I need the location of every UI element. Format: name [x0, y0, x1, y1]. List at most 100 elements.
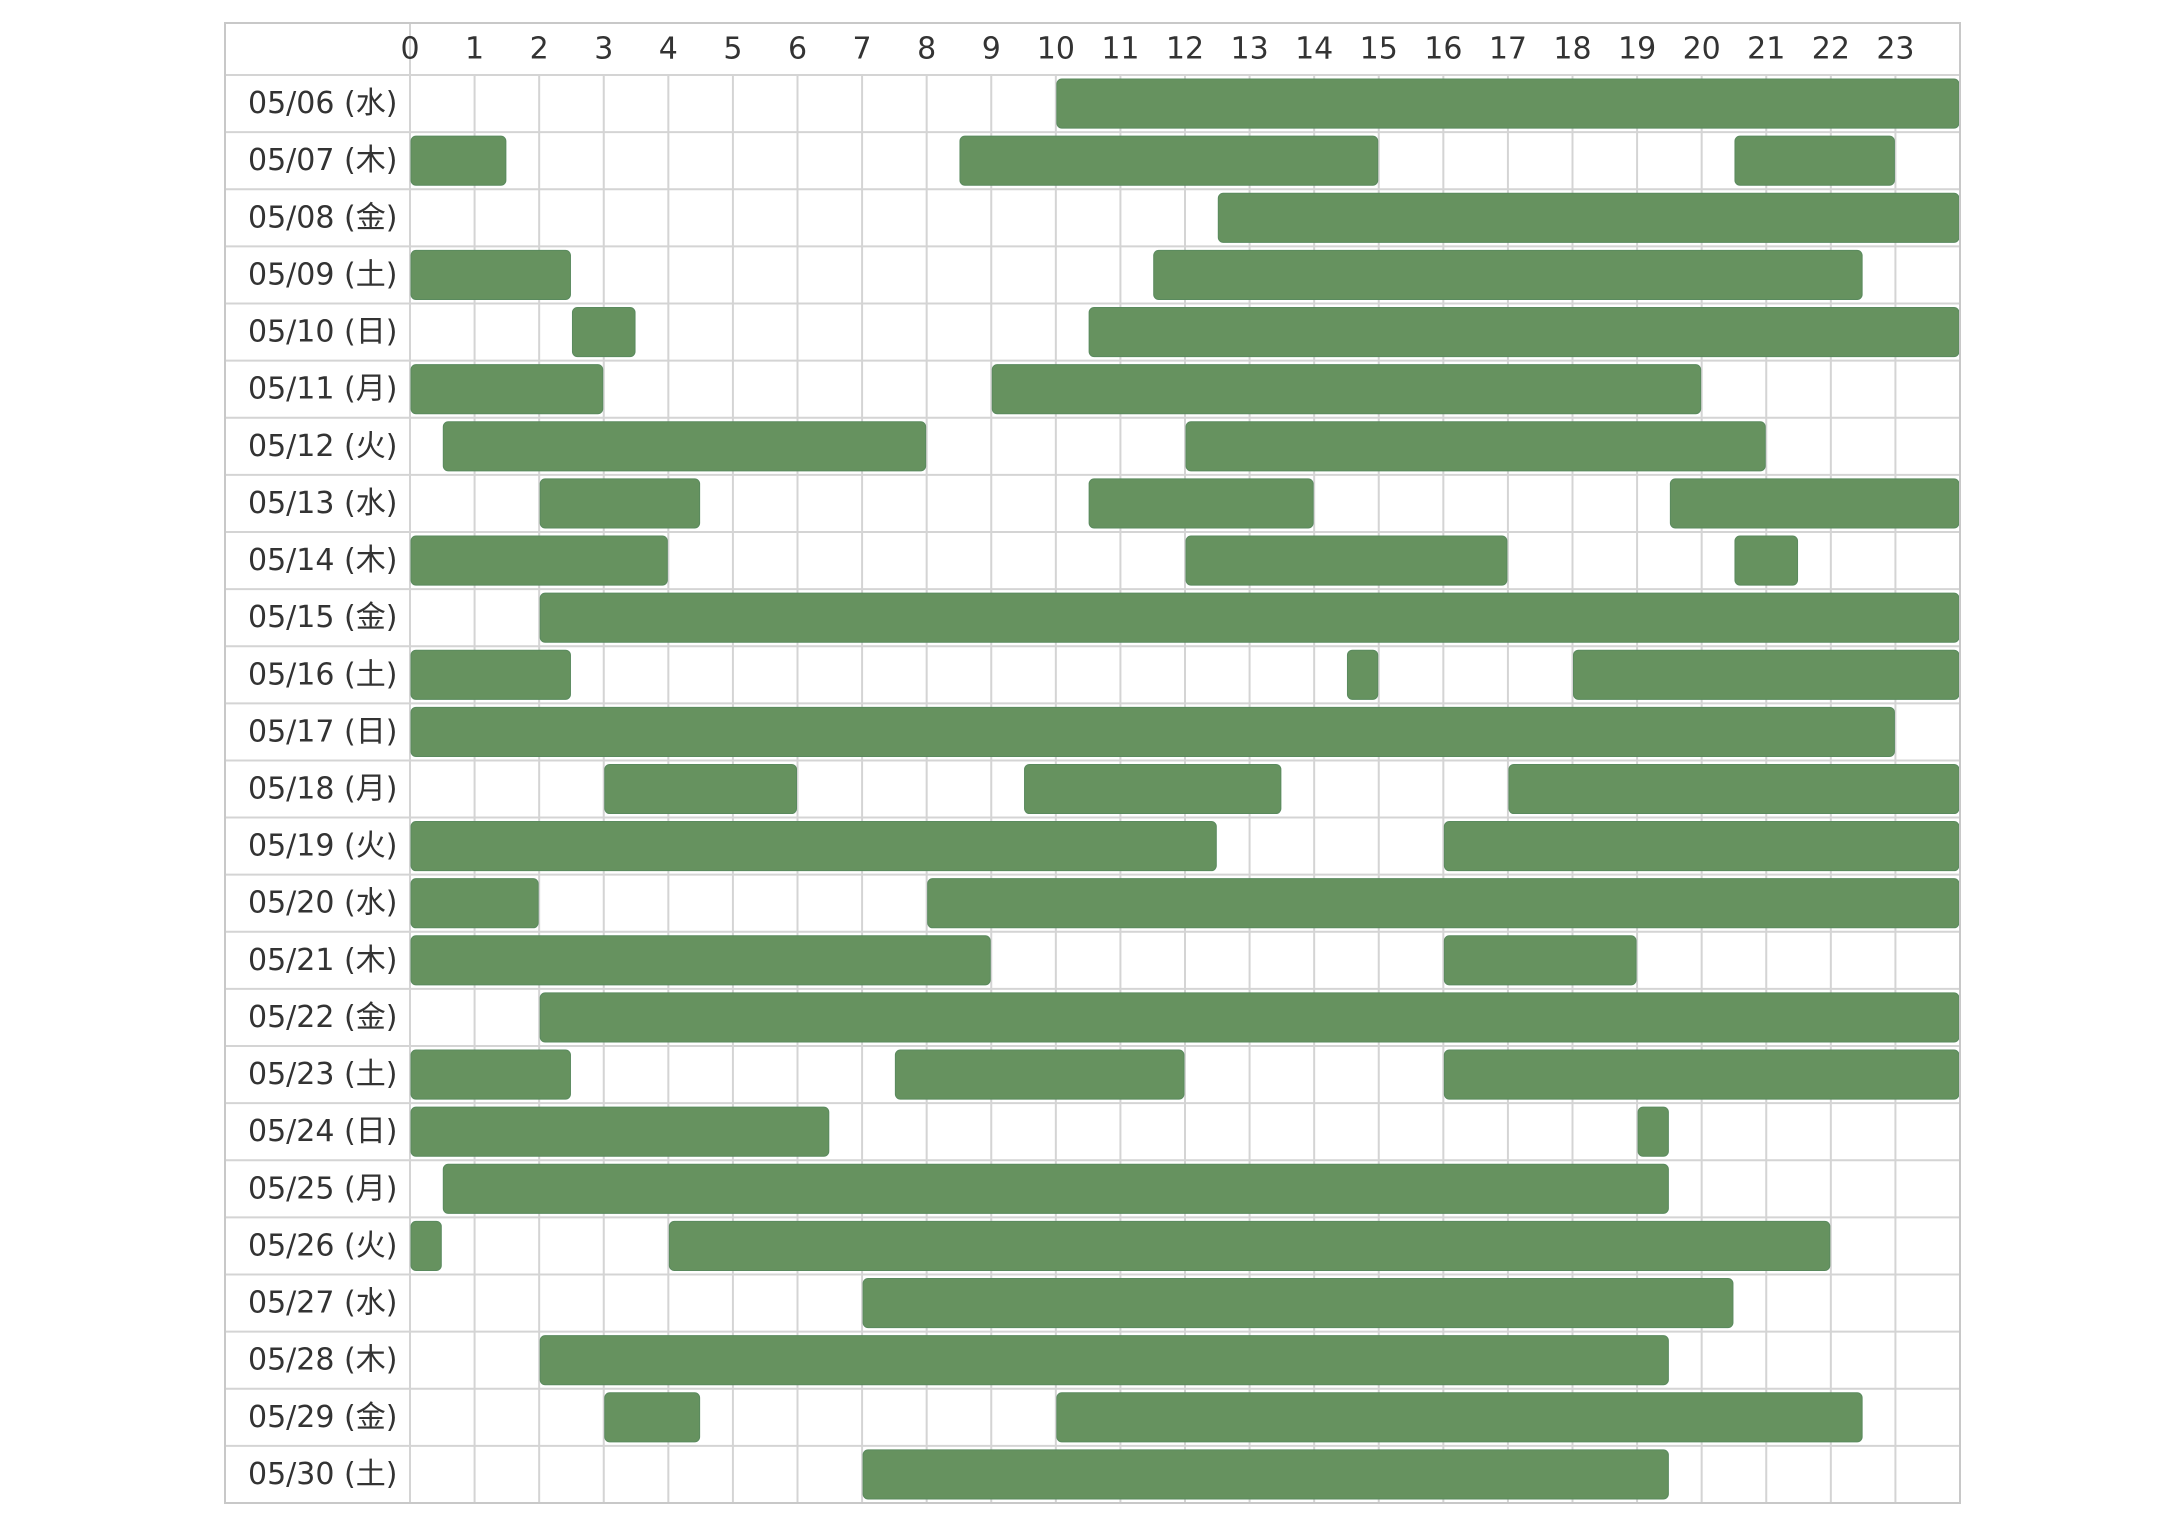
activity-bar	[1185, 535, 1508, 586]
activity-bar	[539, 1335, 1669, 1386]
activity-bar	[410, 1049, 571, 1100]
activity-bar	[1443, 821, 1960, 872]
hour-tick-label: 21	[1747, 32, 1785, 67]
activity-bar	[410, 249, 571, 300]
day-label: 05/20 (水)	[248, 886, 397, 921]
activity-bar	[410, 821, 1217, 872]
activity-bar	[1346, 649, 1379, 700]
day-label: 05/10 (日)	[248, 315, 397, 350]
activity-bar	[442, 421, 927, 472]
day-label: 05/27 (水)	[248, 1286, 397, 1321]
activity-bar	[539, 992, 1960, 1043]
activity-bar	[894, 1049, 1185, 1100]
day-label: 05/14 (木)	[248, 543, 397, 578]
hour-tick-label: 22	[1812, 32, 1850, 67]
activity-bar	[410, 1220, 442, 1272]
activity-bar	[1637, 1106, 1669, 1157]
activity-bar	[991, 364, 1702, 415]
activity-bar	[1573, 649, 1960, 700]
activity-bar	[410, 535, 668, 586]
activity-bar	[1669, 478, 1960, 529]
activity-bar	[862, 1278, 1734, 1329]
hour-tick-label: 14	[1295, 32, 1333, 67]
activity-bar	[410, 1106, 830, 1157]
activity-bar	[604, 763, 797, 815]
activity-bar	[539, 592, 1960, 643]
activity-bar	[1056, 1392, 1863, 1443]
hour-tick-label: 15	[1360, 32, 1398, 67]
activity-bar	[604, 1392, 701, 1443]
day-label: 05/07 (木)	[248, 143, 397, 178]
activity-bar	[1153, 249, 1863, 300]
activity-bar	[959, 135, 1379, 186]
chart-frame	[224, 22, 1961, 1504]
activity-bar	[1217, 192, 1960, 243]
activity-bar	[1443, 1049, 1960, 1100]
hour-tick-label: 17	[1489, 32, 1527, 67]
hour-tick-label: 2	[530, 32, 549, 67]
hour-tick-label: 1	[465, 32, 484, 67]
activity-bar	[410, 706, 1895, 757]
hour-tick-label: 4	[659, 32, 678, 67]
day-label: 05/11 (月)	[248, 372, 397, 407]
day-label: 05/16 (土)	[248, 657, 397, 692]
activity-bar	[1734, 535, 1799, 586]
activity-bars	[410, 78, 1960, 1500]
hour-tick-label: 16	[1424, 32, 1462, 67]
day-label: 05/30 (土)	[248, 1457, 397, 1492]
activity-bar	[571, 306, 636, 358]
day-label: 05/22 (金)	[248, 1000, 397, 1035]
hour-tick-label: 12	[1166, 32, 1204, 67]
hour-tick-label: 11	[1101, 32, 1139, 67]
day-label: 05/25 (月)	[248, 1171, 397, 1206]
activity-bar	[410, 935, 991, 986]
hour-tick-label: 8	[917, 32, 936, 67]
hour-tick-label: 0	[400, 32, 419, 67]
activity-bar	[1508, 763, 1960, 815]
activity-bar	[862, 1449, 1669, 1500]
activity-bar	[539, 478, 701, 529]
day-label: 05/26 (火)	[248, 1228, 397, 1263]
hour-tick-label: 20	[1683, 32, 1721, 67]
activity-bar	[1185, 421, 1766, 472]
day-label: 05/09 (土)	[248, 257, 397, 292]
hour-tick-label: 23	[1876, 32, 1914, 67]
hour-tick-label: 13	[1230, 32, 1268, 67]
activity-bar	[927, 878, 1960, 929]
activity-bar	[410, 649, 571, 700]
day-axis: 05/06 (水) 05/07 (木) 05/08 (金) 05/09 (土) 05/1…	[248, 86, 397, 1492]
hour-tick-label: 6	[788, 32, 807, 67]
activity-bar	[1088, 306, 1960, 358]
activity-bar	[442, 1163, 1669, 1214]
hour-axis: 0 1 2 3 4 5 6 7 8 9 10 11 12 13 14 15 16 17 18 19 20 21 22 23	[400, 32, 1914, 67]
day-label: 05/08 (金)	[248, 200, 397, 235]
day-label: 05/23 (土)	[248, 1057, 397, 1092]
activity-bar	[1024, 763, 1282, 815]
hour-tick-label: 5	[723, 32, 742, 67]
day-label: 05/15 (金)	[248, 600, 397, 635]
activity-bar	[1443, 935, 1637, 986]
hour-tick-label: 7	[853, 32, 872, 67]
hour-tick-label: 9	[982, 32, 1001, 67]
day-label: 05/21 (木)	[248, 943, 397, 978]
activity-bar	[410, 364, 604, 415]
hour-tick-label: 3	[594, 32, 613, 67]
day-label: 05/19 (火)	[248, 829, 397, 864]
day-label: 05/24 (日)	[248, 1114, 397, 1149]
day-label: 05/28 (木)	[248, 1343, 397, 1378]
hour-tick-label: 10	[1037, 32, 1075, 67]
hour-tick-label: 19	[1618, 32, 1656, 67]
day-label: 05/18 (月)	[248, 772, 397, 807]
activity-bar	[1056, 78, 1960, 129]
activity-bar	[1088, 478, 1314, 529]
activity-bar	[410, 878, 539, 929]
activity-bar	[668, 1220, 1831, 1272]
day-label: 05/06 (水)	[248, 86, 397, 121]
day-label: 05/29 (金)	[248, 1400, 397, 1435]
day-label: 05/13 (水)	[248, 486, 397, 521]
activity-bar	[410, 135, 507, 186]
day-label: 05/12 (火)	[248, 429, 397, 464]
day-label: 05/17 (日)	[248, 714, 397, 749]
hour-tick-label: 18	[1553, 32, 1591, 67]
